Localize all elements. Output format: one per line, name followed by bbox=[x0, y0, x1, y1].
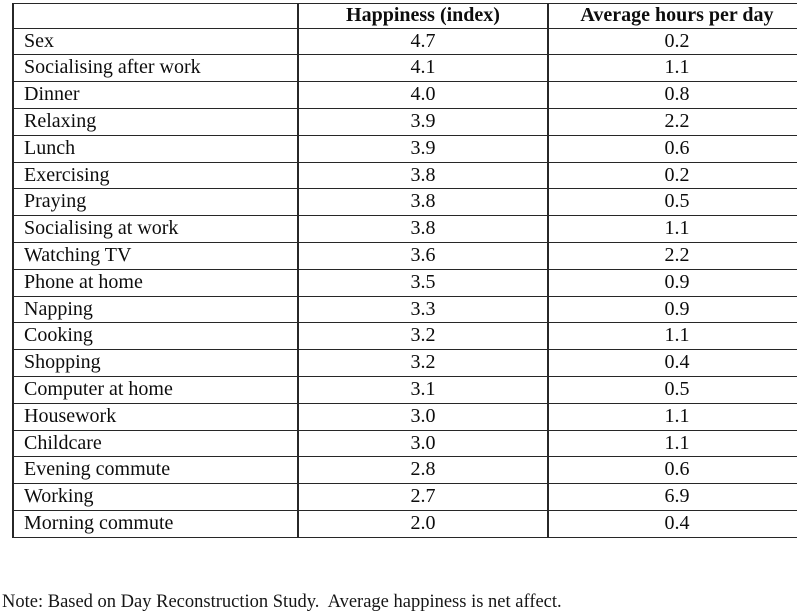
activity-cell: Sex bbox=[12, 27, 299, 56]
table-row: Socialising after work 4.1 1.1 bbox=[12, 54, 797, 83]
header-row: Happiness (index) Average hours per day bbox=[12, 3, 797, 29]
happiness-cell: 3.6 bbox=[297, 241, 549, 270]
activity-cell: Dinner bbox=[12, 81, 299, 109]
table-row: Relaxing 3.9 2.2 bbox=[12, 107, 797, 136]
happiness-cell: 4.1 bbox=[297, 54, 549, 83]
happiness-cell: 3.8 bbox=[297, 161, 549, 190]
table-row: Napping 3.3 0.9 bbox=[12, 295, 797, 324]
hours-cell: 0.2 bbox=[547, 161, 797, 190]
activity-cell: Socialising after work bbox=[12, 54, 299, 83]
happiness-cell: 3.8 bbox=[297, 188, 549, 217]
happiness-cell: 3.9 bbox=[297, 107, 549, 136]
hours-cell: 0.8 bbox=[547, 81, 797, 109]
activity-cell: Working bbox=[12, 483, 299, 511]
activity-cell: Relaxing bbox=[12, 107, 299, 136]
happiness-cell: 3.1 bbox=[297, 375, 549, 404]
table-row: Housework 3.0 1.1 bbox=[12, 402, 797, 431]
happiness-activities-table: Happiness (index) Average hours per day … bbox=[12, 3, 797, 538]
happiness-cell: 2.7 bbox=[297, 483, 549, 511]
hours-cell: 0.9 bbox=[547, 295, 797, 324]
hours-cell: 1.1 bbox=[547, 215, 797, 243]
col-header-hours: Average hours per day bbox=[547, 3, 797, 29]
table-row: Socialising at work 3.8 1.1 bbox=[12, 215, 797, 243]
happiness-cell: 3.2 bbox=[297, 322, 549, 351]
hours-cell: 2.2 bbox=[547, 107, 797, 136]
hours-cell: 6.9 bbox=[547, 483, 797, 511]
table-body: Sex 4.7 0.2 Socialising after work 4.1 1.1 Din… bbox=[12, 27, 797, 538]
activity-cell: Computer at home bbox=[12, 375, 299, 404]
activity-cell: Napping bbox=[12, 295, 299, 324]
activity-cell: Phone at home bbox=[12, 268, 299, 297]
happiness-cell: 3.2 bbox=[297, 349, 549, 377]
hours-cell: 0.6 bbox=[547, 456, 797, 485]
table-row: Sex 4.7 0.2 bbox=[12, 27, 797, 56]
hours-cell: 0.5 bbox=[547, 375, 797, 404]
happiness-cell: 3.0 bbox=[297, 429, 549, 458]
table-row: Exercising 3.8 0.2 bbox=[12, 161, 797, 190]
hours-cell: 0.2 bbox=[547, 27, 797, 56]
happiness-cell: 3.5 bbox=[297, 268, 549, 297]
col-header-activity-empty bbox=[12, 3, 299, 29]
hours-cell: 1.1 bbox=[547, 322, 797, 351]
hours-cell: 0.6 bbox=[547, 134, 797, 163]
happiness-cell: 3.3 bbox=[297, 295, 549, 324]
table-row: Morning commute 2.0 0.4 bbox=[12, 509, 797, 538]
hours-cell: 0.4 bbox=[547, 509, 797, 538]
hours-cell: 1.1 bbox=[547, 54, 797, 83]
table-row: Watching TV 3.6 2.2 bbox=[12, 241, 797, 270]
table-row: Shopping 3.2 0.4 bbox=[12, 349, 797, 377]
activity-cell: Morning commute bbox=[12, 509, 299, 538]
happiness-cell: 3.8 bbox=[297, 215, 549, 243]
happiness-cell: 2.0 bbox=[297, 509, 549, 538]
col-header-happiness: Happiness (index) bbox=[297, 3, 549, 29]
activity-cell: Socialising at work bbox=[12, 215, 299, 243]
activity-cell: Lunch bbox=[12, 134, 299, 163]
table-row: Phone at home 3.5 0.9 bbox=[12, 268, 797, 297]
activity-cell: Cooking bbox=[12, 322, 299, 351]
happiness-cell: 2.8 bbox=[297, 456, 549, 485]
happiness-cell: 3.9 bbox=[297, 134, 549, 163]
table-header: Happiness (index) Average hours per day bbox=[12, 3, 797, 29]
hours-cell: 2.2 bbox=[547, 241, 797, 270]
footnote: Note: Based on Day Reconstruction Study.… bbox=[2, 592, 562, 612]
table-row: Childcare 3.0 1.1 bbox=[12, 429, 797, 458]
hours-cell: 0.5 bbox=[547, 188, 797, 217]
table-row: Cooking 3.2 1.1 bbox=[12, 322, 797, 351]
activity-cell: Shopping bbox=[12, 349, 299, 377]
table-row: Computer at home 3.1 0.5 bbox=[12, 375, 797, 404]
hours-cell: 0.9 bbox=[547, 268, 797, 297]
happiness-cell: 4.7 bbox=[297, 27, 549, 56]
activity-cell: Childcare bbox=[12, 429, 299, 458]
hours-cell: 1.1 bbox=[547, 402, 797, 431]
activity-cell: Evening commute bbox=[12, 456, 299, 485]
activity-cell: Watching TV bbox=[12, 241, 299, 270]
table-row: Dinner 4.0 0.8 bbox=[12, 81, 797, 109]
hours-cell: 0.4 bbox=[547, 349, 797, 377]
activity-cell: Praying bbox=[12, 188, 299, 217]
happiness-cell: 3.0 bbox=[297, 402, 549, 431]
activity-cell: Housework bbox=[12, 402, 299, 431]
activity-cell: Exercising bbox=[12, 161, 299, 190]
hours-cell: 1.1 bbox=[547, 429, 797, 458]
happiness-cell: 4.0 bbox=[297, 81, 549, 109]
table-row: Evening commute 2.8 0.6 bbox=[12, 456, 797, 485]
table-row: Praying 3.8 0.5 bbox=[12, 188, 797, 217]
table-row: Lunch 3.9 0.6 bbox=[12, 134, 797, 163]
table-row: Working 2.7 6.9 bbox=[12, 483, 797, 511]
